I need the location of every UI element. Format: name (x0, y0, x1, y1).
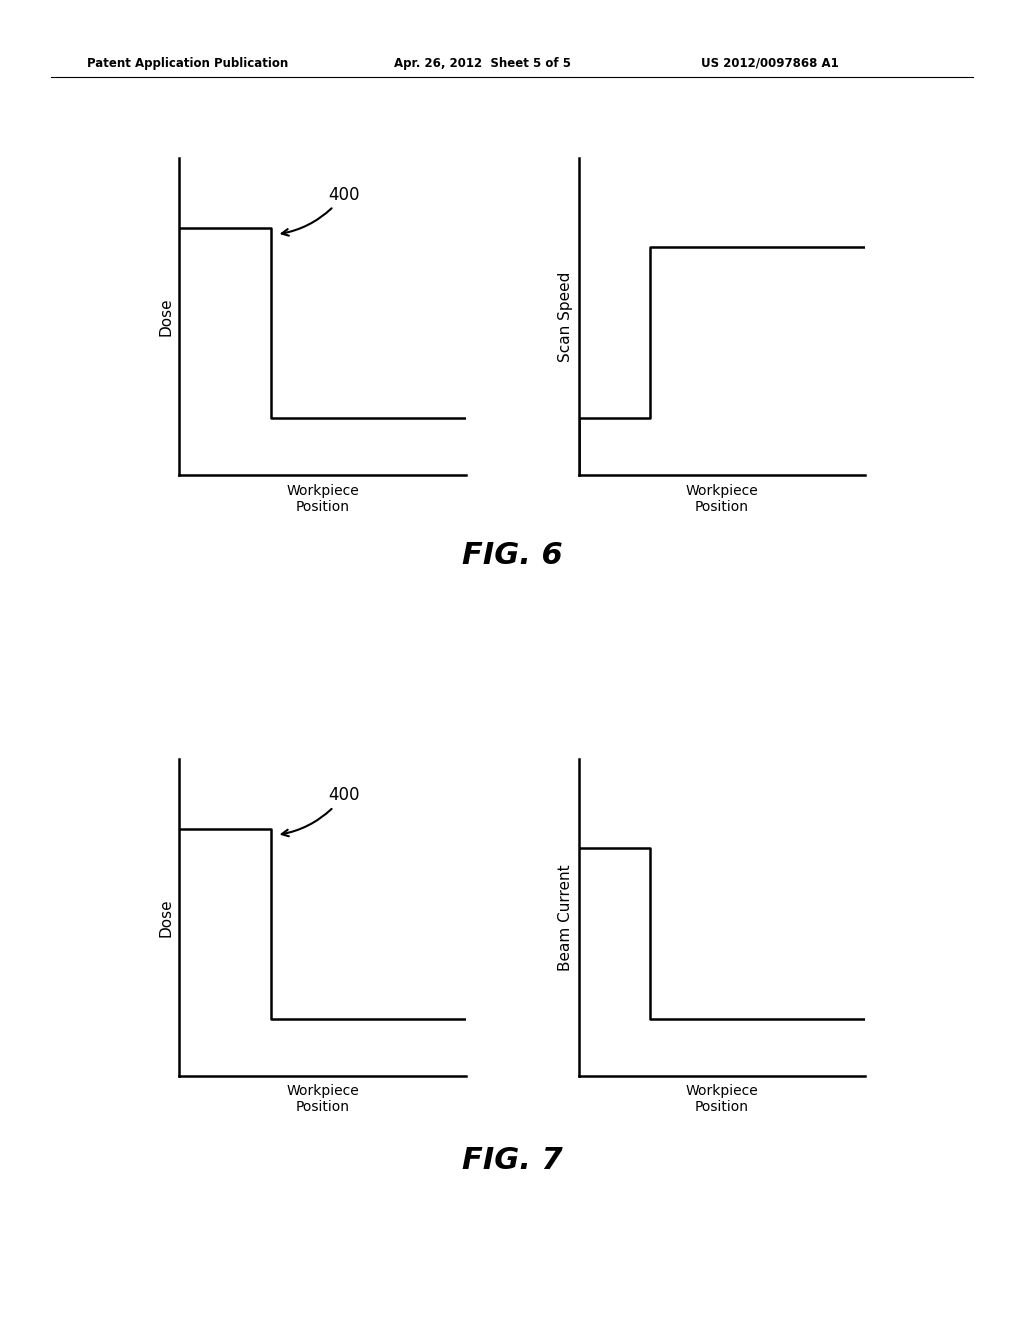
Text: FIG. 7: FIG. 7 (462, 1146, 562, 1175)
Y-axis label: Dose: Dose (159, 297, 174, 337)
X-axis label: Workpiece
Position: Workpiece Position (286, 483, 359, 513)
Y-axis label: Scan Speed: Scan Speed (558, 272, 573, 362)
Y-axis label: Dose: Dose (159, 898, 174, 937)
Text: 400: 400 (282, 186, 359, 236)
Text: Apr. 26, 2012  Sheet 5 of 5: Apr. 26, 2012 Sheet 5 of 5 (394, 57, 571, 70)
Text: 400: 400 (282, 787, 359, 837)
Text: Patent Application Publication: Patent Application Publication (87, 57, 289, 70)
Text: FIG. 6: FIG. 6 (462, 541, 562, 570)
X-axis label: Workpiece
Position: Workpiece Position (685, 1084, 759, 1114)
Text: US 2012/0097868 A1: US 2012/0097868 A1 (701, 57, 840, 70)
X-axis label: Workpiece
Position: Workpiece Position (685, 483, 759, 513)
Y-axis label: Beam Current: Beam Current (558, 865, 573, 970)
X-axis label: Workpiece
Position: Workpiece Position (286, 1084, 359, 1114)
